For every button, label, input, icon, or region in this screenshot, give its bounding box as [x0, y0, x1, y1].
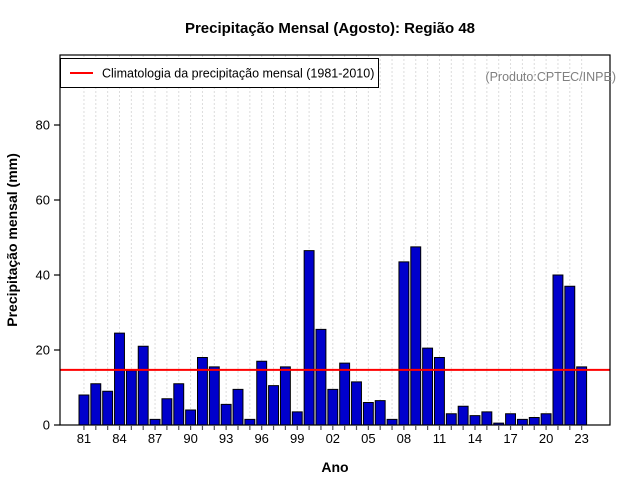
x-tick-label-2008: 08 — [397, 431, 411, 446]
x-axis-title: Ano — [321, 459, 348, 475]
y-tick-label-20: 20 — [36, 343, 50, 358]
bar-1987 — [149, 418, 161, 426]
bar-2010 — [422, 347, 434, 426]
bar-1983 — [102, 390, 114, 426]
bar-series — [78, 246, 588, 426]
bar-1984 — [114, 332, 125, 426]
bar-2015 — [481, 411, 493, 426]
x-tick-label-2017: 17 — [503, 431, 517, 446]
y-tick-label-40: 40 — [36, 268, 50, 283]
bar-2019 — [528, 417, 540, 426]
bar-1989 — [173, 383, 185, 426]
x-tick-label-1996: 96 — [254, 431, 268, 446]
plot-border — [59, 54, 611, 426]
bar-1997 — [268, 385, 280, 426]
bar-1985 — [125, 370, 137, 426]
bar-2006 — [374, 400, 386, 426]
bar-2011 — [434, 357, 445, 426]
bar-2013 — [457, 405, 469, 426]
bar-2023 — [576, 366, 588, 426]
bar-1994 — [232, 388, 244, 426]
bar-1981 — [78, 394, 90, 426]
bar-1990 — [185, 409, 197, 426]
y-axis-title: Precipitação mensal (mm) — [4, 153, 20, 327]
bar-2009 — [410, 246, 422, 426]
x-tick-label-2002: 02 — [326, 431, 340, 446]
bar-2018 — [516, 418, 528, 426]
y-axis-tick-labels: 0 20 40 60 80 — [36, 118, 50, 433]
bar-1982 — [90, 383, 102, 426]
x-axis-tick-labels: 81 84 87 90 93 96 99 02 05 08 11 14 17 20 23 — [77, 431, 589, 446]
bar-1986 — [137, 345, 149, 426]
bar-1995 — [244, 418, 256, 426]
y-axis-ticks — [54, 124, 60, 426]
y-tick-label-0: 0 — [43, 418, 50, 433]
x-tick-label-1990: 90 — [183, 431, 197, 446]
chart-title: Precipitação Mensal (Agosto): Região 48 — [185, 20, 475, 37]
bar-2021 — [552, 274, 564, 426]
bar-2001 — [315, 328, 327, 426]
bar-1992 — [208, 366, 220, 426]
bar-2007 — [386, 418, 398, 426]
bar-2000 — [303, 250, 315, 426]
bar-2022 — [564, 285, 576, 426]
x-tick-label-1999: 99 — [290, 431, 304, 446]
x-tick-label-2011: 11 — [433, 431, 447, 446]
x-tick-label-1987: 87 — [148, 431, 162, 446]
legend-box — [60, 58, 379, 88]
bar-2017 — [505, 413, 517, 426]
bar-2003 — [339, 362, 351, 426]
bar-2004 — [351, 381, 362, 426]
bar-1993 — [220, 403, 232, 426]
x-tick-label-2020: 20 — [539, 431, 553, 446]
bar-2020 — [540, 413, 552, 426]
bar-1998 — [279, 366, 291, 426]
producer-annotation: (Produto:CPTEC/INPE) — [485, 70, 616, 84]
x-tick-label-2023: 23 — [574, 431, 588, 446]
x-tick-label-1984: 84 — [112, 431, 126, 446]
bar-1991 — [197, 357, 208, 426]
x-tick-label-2005: 05 — [361, 431, 375, 446]
bar-2008 — [398, 261, 410, 426]
bar-2005 — [362, 402, 374, 426]
bar-2002 — [327, 388, 339, 426]
y-tick-label-60: 60 — [36, 193, 50, 208]
x-axis-ticks — [83, 425, 583, 430]
x-tick-label-2014: 14 — [468, 431, 482, 446]
bar-2014 — [469, 415, 481, 426]
legend-label: Climatologia da precipitação mensal (198… — [102, 67, 374, 81]
bar-1988 — [161, 398, 173, 426]
bar-1999 — [291, 411, 303, 426]
y-tick-label-80: 80 — [36, 118, 50, 133]
x-tick-label-1981: 81 — [77, 431, 91, 446]
bar-2012 — [445, 413, 457, 426]
x-tick-label-1993: 93 — [219, 431, 233, 446]
legend: Climatologia da precipitação mensal (198… — [60, 58, 379, 88]
